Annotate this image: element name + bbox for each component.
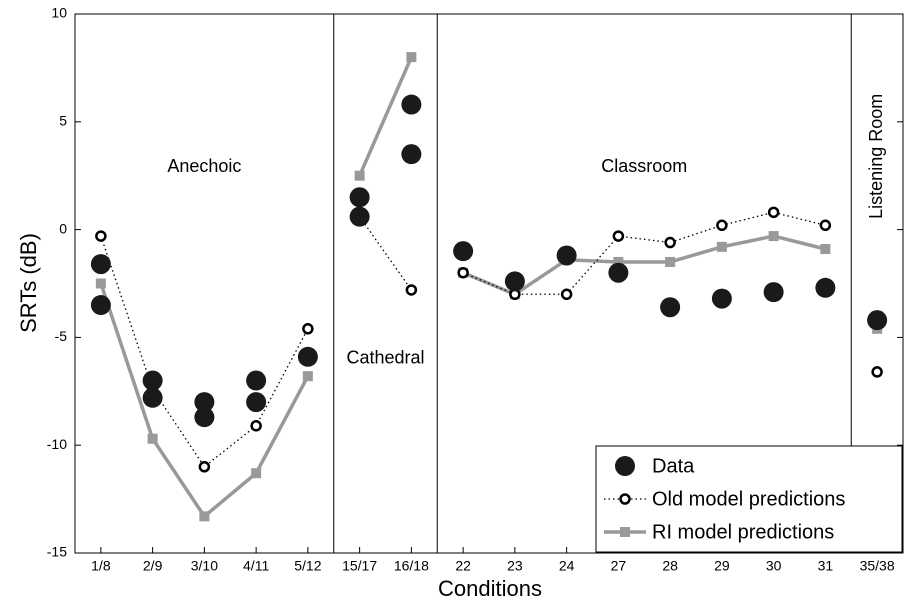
- ri-model-marker: [302, 371, 313, 382]
- x-tick-label: 16/18: [394, 558, 429, 574]
- x-tick-label: 24: [559, 558, 575, 574]
- data-point: [453, 241, 474, 262]
- ri-model-marker: [199, 511, 210, 522]
- region-label: Listening Room: [866, 94, 886, 219]
- ri-model-marker: [768, 231, 779, 242]
- legend-label: Data: [652, 455, 695, 477]
- ri-model-marker: [147, 433, 158, 444]
- data-point: [711, 288, 732, 309]
- data-point: [246, 392, 267, 413]
- legend-swatch: [620, 527, 630, 537]
- x-tick-label: 27: [611, 558, 627, 574]
- data-point: [867, 310, 888, 331]
- data-point: [556, 245, 577, 266]
- data-point: [608, 262, 629, 283]
- data-point: [349, 187, 370, 208]
- old-model-marker: [302, 323, 314, 335]
- ri-model-line: [462, 234, 826, 297]
- region-label: Classroom: [601, 156, 687, 176]
- data-point: [815, 277, 836, 298]
- data-point: [504, 271, 525, 292]
- data-point: [297, 346, 318, 367]
- region-label: Cathedral: [346, 348, 424, 368]
- legend-swatch: [619, 493, 631, 505]
- data-point: [194, 407, 215, 428]
- x-tick-label: 22: [455, 558, 471, 574]
- legend-label: Old model predictions: [652, 488, 845, 510]
- x-tick-label: 30: [766, 558, 782, 574]
- old-model-line: [462, 211, 826, 295]
- old-model-marker: [457, 266, 469, 279]
- legend-box: [595, 445, 903, 553]
- y-tick-label: -10: [47, 436, 67, 452]
- old-model-line: [359, 216, 412, 291]
- y-tick-label: 0: [59, 220, 67, 236]
- x-tick-label: 15/17: [342, 558, 377, 574]
- y-tick-label: 5: [59, 113, 67, 129]
- old-model-marker: [560, 288, 573, 301]
- x-tick-label: 31: [818, 558, 834, 574]
- x-tick-label: 29: [714, 558, 730, 574]
- ri-model-marker: [354, 170, 365, 181]
- y-tick-label: -5: [55, 328, 68, 344]
- ri-model-marker: [251, 468, 262, 479]
- data-point: [142, 387, 163, 408]
- x-tick-label: 1/8: [91, 558, 111, 574]
- ri-model-marker: [406, 52, 417, 63]
- data-point: [660, 297, 681, 318]
- legend-swatch: [615, 456, 635, 476]
- x-tick-label: 23: [507, 558, 523, 574]
- data-point: [90, 254, 111, 275]
- x-tick-label: 5/12: [294, 558, 321, 574]
- legend-label: RI model predictions: [652, 521, 834, 543]
- old-model-marker: [612, 230, 625, 242]
- x-tick-label: 35/38: [860, 558, 895, 574]
- data-point: [401, 144, 422, 165]
- ri-model-line: [358, 56, 413, 177]
- ri-model-marker: [716, 241, 727, 252]
- ri-model-marker: [665, 256, 676, 267]
- x-tick-label: 3/10: [191, 558, 218, 574]
- x-tick-label: 28: [662, 558, 678, 574]
- old-model-marker: [767, 206, 780, 219]
- y-axis-label: SRTs (dB): [16, 233, 41, 333]
- old-model-marker: [95, 230, 107, 242]
- x-tick-label: 2/9: [143, 558, 163, 574]
- data-point: [90, 295, 111, 316]
- data-point: [763, 282, 784, 303]
- data-point: [246, 370, 267, 391]
- ri-model-marker: [613, 256, 624, 267]
- x-tick-label: 4/11: [243, 558, 269, 574]
- data-point: [401, 94, 422, 115]
- y-tick-label: -15: [47, 544, 67, 560]
- old-model-marker: [716, 219, 728, 232]
- plot-frame: [74, 13, 904, 554]
- data-point: [194, 392, 215, 413]
- old-model-marker: [819, 219, 832, 232]
- region-label: Anechoic: [167, 156, 241, 176]
- data-point: [142, 370, 163, 391]
- x-axis-label: Conditions: [438, 576, 542, 601]
- y-tick-label: 10: [51, 5, 67, 21]
- ri-model-marker: [820, 244, 831, 255]
- old-model-marker: [405, 284, 418, 296]
- old-model-marker: [664, 236, 676, 249]
- old-model-marker: [871, 366, 883, 378]
- old-model-marker: [198, 461, 211, 473]
- ri-model-marker: [95, 278, 106, 289]
- old-model-marker: [250, 420, 262, 432]
- data-point: [349, 206, 370, 227]
